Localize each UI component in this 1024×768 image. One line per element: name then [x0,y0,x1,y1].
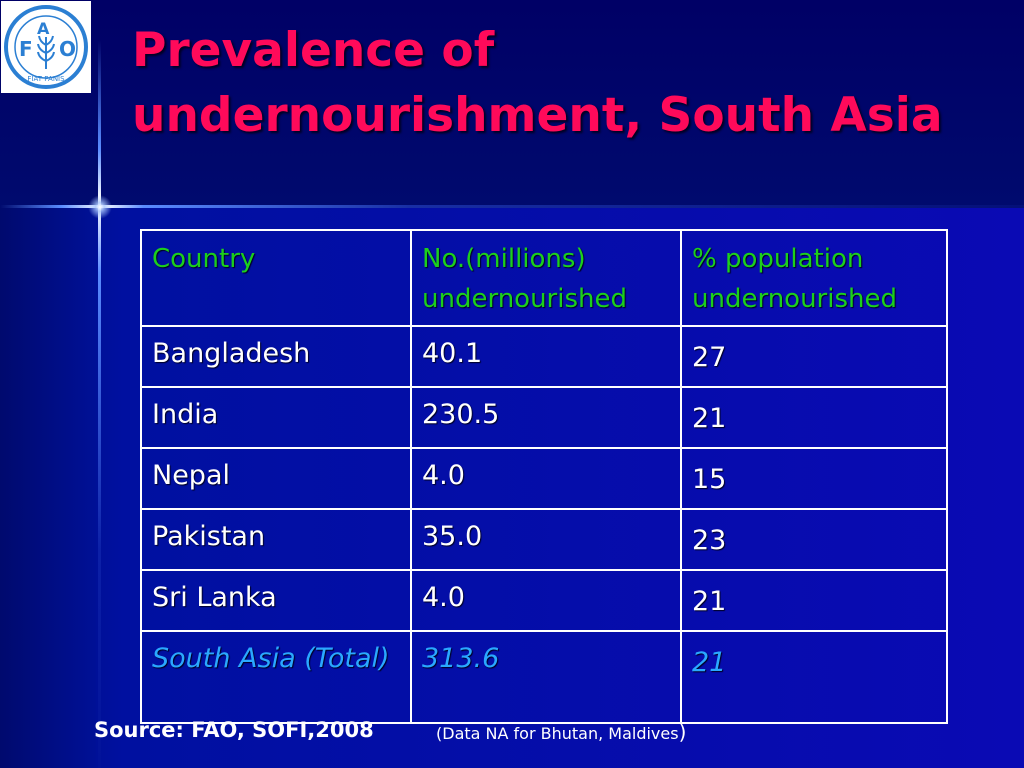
cell-country: India [140,386,412,449]
note-open-paren: ( [436,724,443,743]
cell-percent: 15 [680,447,948,510]
svg-text:A: A [37,19,50,38]
cell-country: Nepal [140,447,412,510]
table-row: Bangladesh 40.1 27 [140,325,948,388]
table-row: India 230.5 21 [140,386,948,449]
header-percent: % population undernourished [680,229,948,327]
cell-percent: 21 [680,386,948,449]
cell-millions-total: 313.6 [410,630,682,724]
cell-percent-value: 27 [692,342,727,373]
source-citation: Source: FAO, SOFI,2008 [94,718,374,742]
cell-percent-value: 21 [692,403,727,434]
cell-percent: 27 [680,325,948,388]
horizontal-light-line [0,205,1024,208]
header-country: Country [140,229,412,327]
cell-percent-total-value: 21 [692,647,727,678]
fao-logo: F A O FIAT PANIS [1,1,91,93]
cell-country: Sri Lanka [140,569,412,632]
cell-country: Pakistan [140,508,412,571]
cell-country: Bangladesh [140,325,412,388]
svg-text:O: O [59,37,76,61]
vertical-light-line [98,40,101,768]
cell-percent-value: 23 [692,525,727,556]
table-row: Nepal 4.0 15 [140,447,948,510]
cell-percent: 23 [680,508,948,571]
undernourishment-table: Country No.(millions) undernourished % p… [140,229,948,724]
cell-percent-total: 21 [680,630,948,724]
table-total-row: South Asia (Total) 313.6 21 [140,630,948,724]
cell-millions: 4.0 [410,447,682,510]
data-note: (Data NA for Bhutan, Maldives) [436,720,686,744]
note-text: Data NA for Bhutan, Maldives [442,724,679,743]
left-strip [0,208,96,768]
cell-percent-value: 15 [692,464,727,495]
table-row: Pakistan 35.0 23 [140,508,948,571]
light-flare [88,195,112,219]
svg-text:F: F [19,37,33,61]
cell-millions: 4.0 [410,569,682,632]
table-row: Sri Lanka 4.0 21 [140,569,948,632]
cell-country-total: South Asia (Total) [140,630,412,724]
note-close-paren: ) [678,720,687,744]
cell-percent-value: 21 [692,586,727,617]
table-header-row: Country No.(millions) undernourished % p… [140,229,948,327]
svg-text:FIAT PANIS: FIAT PANIS [27,75,65,83]
slide-title: Prevalence of undernourishment, South As… [132,23,943,143]
header-millions: No.(millions) undernourished [410,229,682,327]
cell-millions: 35.0 [410,508,682,571]
cell-millions: 230.5 [410,386,682,449]
cell-percent: 21 [680,569,948,632]
cell-millions: 40.1 [410,325,682,388]
title-background [0,0,1024,208]
